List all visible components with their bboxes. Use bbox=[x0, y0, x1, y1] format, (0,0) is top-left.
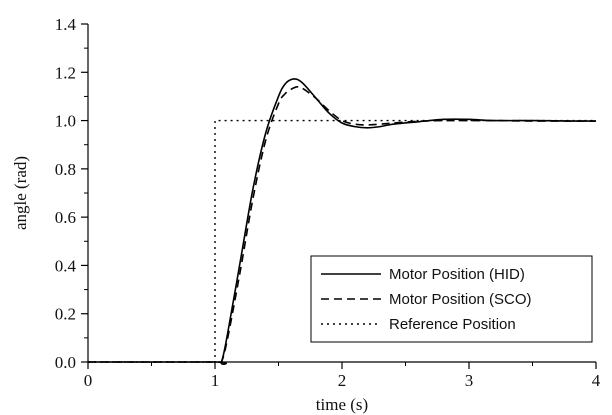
x-tick-label: 3 bbox=[465, 371, 474, 390]
legend-label-2: Motor Position (SCO) bbox=[389, 291, 532, 308]
series-line-3 bbox=[88, 119, 596, 363]
y-tick-label: 1.2 bbox=[55, 63, 76, 82]
y-tick-label: 1.4 bbox=[55, 15, 77, 34]
y-ticks: 0.0 0.2 0.4 0.6 0.8 1.0 1.2 1.4 bbox=[55, 15, 88, 372]
y-tick-label: 0.6 bbox=[55, 208, 76, 227]
x-axis-title: time (s) bbox=[316, 395, 368, 414]
y-tick-label: 0.0 bbox=[55, 353, 76, 372]
x-ticks: 0 1 2 3 4 bbox=[84, 362, 601, 390]
series-line-2 bbox=[87, 85, 596, 365]
legend-box bbox=[310, 255, 593, 343]
y-tick-label: 0.2 bbox=[55, 305, 76, 324]
x-tick-label: 2 bbox=[338, 371, 347, 390]
legend-label-3: Reference Position bbox=[389, 316, 516, 333]
y-tick-label: 0.4 bbox=[55, 256, 77, 275]
x-tick-label: 4 bbox=[592, 371, 601, 390]
legend-label-1: Motor Position (HID) bbox=[389, 266, 525, 283]
y-axis-title: angle (rad) bbox=[11, 156, 30, 230]
plot-area: 0 1 2 3 4 0.0 0.2 0.4 0.6 0.8 1.0 1.2 1.4 bbox=[55, 15, 601, 390]
legend: Motor Position (HID) Motor Position (SCO)… bbox=[310, 255, 593, 343]
x-tick-label: 1 bbox=[211, 371, 220, 390]
series-layer bbox=[87, 78, 597, 365]
y-tick-label: 1.0 bbox=[55, 112, 76, 131]
y-tick-label: 0.8 bbox=[55, 160, 76, 179]
x-tick-label: 0 bbox=[84, 371, 93, 390]
